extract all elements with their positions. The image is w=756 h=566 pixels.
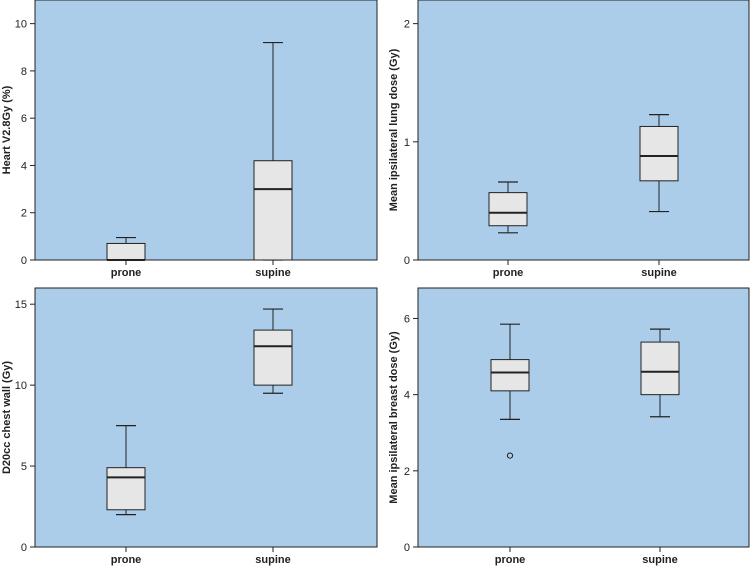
box-supine <box>640 341 680 396</box>
box-prone <box>488 192 528 227</box>
x-category-label: prone <box>111 554 142 566</box>
box-prone <box>106 467 146 511</box>
plot-area <box>417 287 750 548</box>
box-supine <box>639 125 679 182</box>
y-axis-title: Heart V2.8Gy (%) <box>1 85 13 174</box>
y-tick-label: 1 <box>404 137 410 149</box>
x-category-label: prone <box>493 267 524 279</box>
y-tick-label: 2 <box>404 19 410 31</box>
y-tick-label: 10 <box>15 19 27 31</box>
x-category-label: prone <box>111 267 142 279</box>
box-prone <box>106 242 146 261</box>
y-tick-label: 0 <box>21 255 27 267</box>
plot-area <box>34 287 378 548</box>
x-category-label: supine <box>642 554 677 566</box>
y-tick-label: 15 <box>15 299 27 311</box>
box-supine <box>253 160 293 261</box>
y-axis-title: Mean ipsilateral breast dose (Gy) <box>388 331 400 504</box>
x-category-label: prone <box>495 554 526 566</box>
y-tick-label: 6 <box>21 113 27 125</box>
x-category-label: supine <box>255 267 290 279</box>
box-prone <box>490 359 530 392</box>
x-category-label: supine <box>641 267 676 279</box>
y-tick-label: 5 <box>21 461 27 473</box>
y-tick-label: 0 <box>21 542 27 554</box>
y-tick-label: 4 <box>21 160 27 172</box>
box-supine <box>253 329 293 386</box>
y-tick-label: 8 <box>21 66 27 78</box>
y-axis-title: D20cc chest wall (Gy) <box>1 361 13 474</box>
x-category-label: supine <box>255 554 290 566</box>
chart-panel-4: 0 2 4 6 Mean ipsilateral breast dose (Gy) pro… <box>388 287 750 566</box>
plot-area <box>417 0 750 261</box>
chart-panel-1: 0 2 4 6 8 10 Heart V2.8Gy (%) prone supine <box>1 0 378 279</box>
outlier-point <box>506 452 514 459</box>
chart-panel-3: 0 5 10 15 D20cc chest wall (Gy) prone supine <box>1 287 378 566</box>
y-tick-label: 6 <box>404 313 410 325</box>
chart-panel-2: 0 1 2 Mean ipsilateral lung dose (Gy) prone s… <box>388 0 750 279</box>
y-tick-label: 0 <box>404 542 410 554</box>
y-tick-label: 2 <box>404 466 410 478</box>
y-tick-label: 10 <box>15 380 27 392</box>
y-tick-label: 2 <box>21 208 27 220</box>
plot-area <box>34 0 378 261</box>
y-tick-label: 0 <box>404 255 410 267</box>
y-tick-label: 4 <box>404 390 410 402</box>
y-axis-title: Mean ipsilateral lung dose (Gy) <box>388 48 400 211</box>
